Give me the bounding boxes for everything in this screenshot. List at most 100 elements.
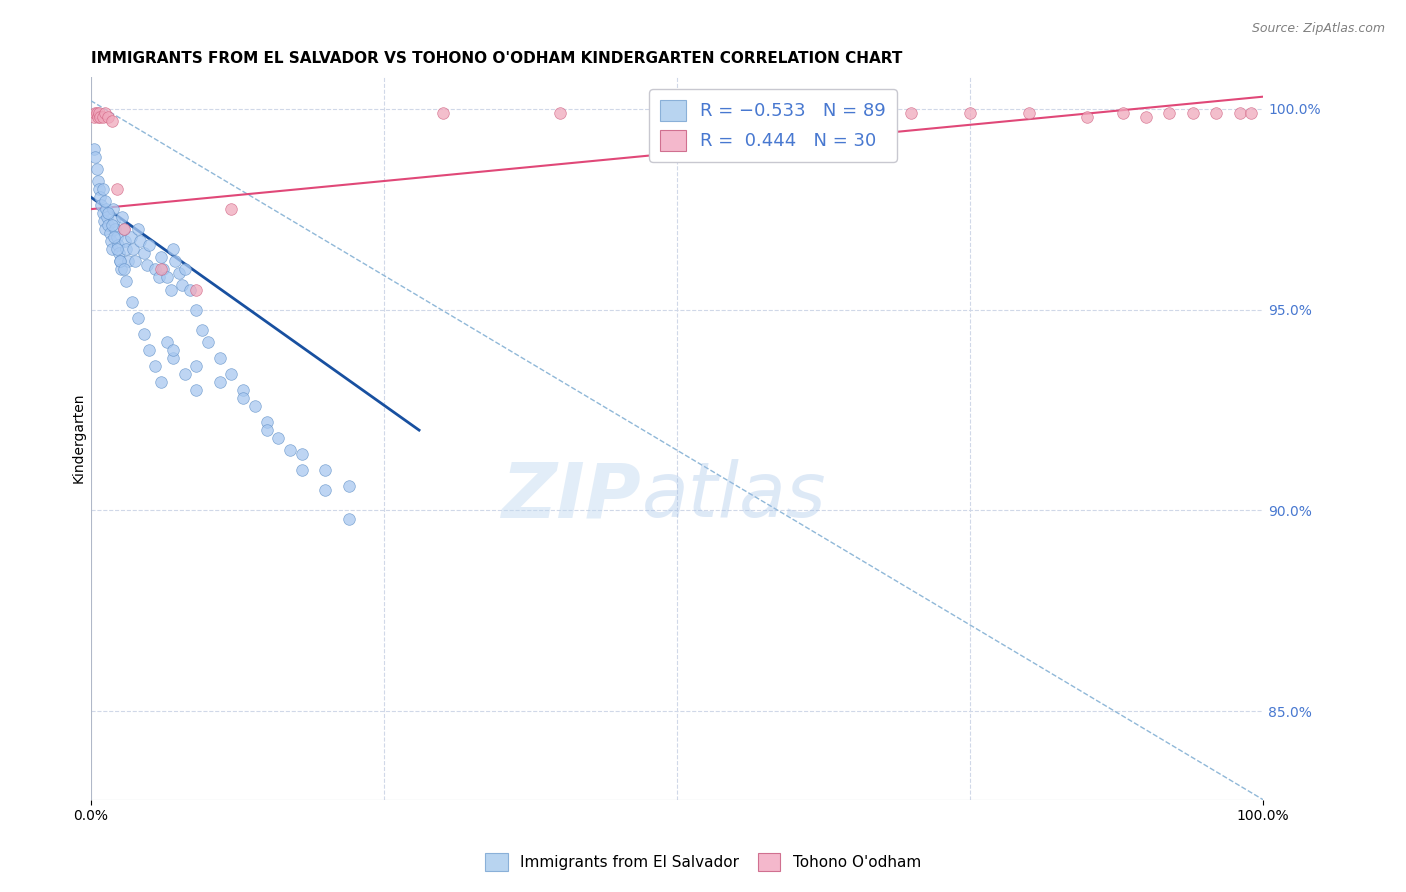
Point — [100, 235, 122, 249]
Point — [105, 243, 128, 257]
Point — [97, 218, 120, 232]
Point — [186, 359, 208, 373]
Point — [87, 174, 110, 188]
Point — [108, 246, 131, 260]
Point — [84, 105, 107, 120]
Point — [90, 198, 112, 212]
Point — [291, 447, 314, 461]
Point — [91, 182, 114, 196]
Point — [108, 254, 131, 268]
Point — [83, 110, 105, 124]
Point — [208, 375, 231, 389]
Point — [186, 283, 208, 297]
Point — [114, 235, 136, 249]
Point — [165, 254, 187, 268]
Point — [208, 351, 231, 365]
Point — [150, 251, 173, 265]
Point — [256, 423, 278, 437]
Point — [103, 214, 125, 228]
Point — [120, 230, 142, 244]
Point — [143, 359, 166, 373]
Point — [148, 270, 170, 285]
Point — [101, 243, 124, 257]
Point — [101, 218, 124, 232]
Point — [115, 243, 138, 257]
Point — [87, 182, 110, 196]
Text: Source: ZipAtlas.com: Source: ZipAtlas.com — [1251, 22, 1385, 36]
Point — [159, 283, 181, 297]
Point — [162, 343, 184, 357]
Point — [138, 238, 160, 252]
Point — [267, 431, 290, 445]
Point — [1135, 110, 1157, 124]
Point — [548, 105, 571, 120]
Point — [337, 479, 360, 493]
Point — [83, 142, 105, 156]
Point — [93, 214, 115, 228]
Point — [121, 294, 143, 309]
Point — [783, 105, 806, 120]
Point — [314, 463, 336, 477]
Point — [98, 227, 121, 241]
Text: IMMIGRANTS FROM EL SALVADOR VS TOHONO O'ODHAM KINDERGARTEN CORRELATION CHART: IMMIGRANTS FROM EL SALVADOR VS TOHONO O'… — [91, 51, 903, 66]
Point — [156, 270, 179, 285]
Point — [87, 110, 110, 124]
Point — [97, 110, 120, 124]
Point — [337, 511, 360, 525]
Point — [132, 246, 155, 260]
Point — [94, 194, 117, 208]
Point — [1076, 110, 1098, 124]
Point — [191, 323, 214, 337]
Y-axis label: Kindergarten: Kindergarten — [72, 392, 86, 483]
Point — [432, 105, 454, 120]
Point — [243, 399, 266, 413]
Point — [162, 351, 184, 365]
Point — [186, 302, 208, 317]
Point — [1018, 105, 1040, 120]
Point — [124, 254, 146, 268]
Point — [103, 230, 125, 244]
Legend: Immigrants from El Salvador, Tohono O'odham: Immigrants from El Salvador, Tohono O'od… — [479, 847, 927, 877]
Point — [156, 334, 179, 349]
Point — [122, 243, 145, 257]
Point — [94, 222, 117, 236]
Point — [132, 326, 155, 341]
Point — [91, 110, 114, 124]
Point — [105, 182, 128, 196]
Point — [173, 367, 195, 381]
Point — [117, 254, 139, 268]
Point — [96, 210, 118, 224]
Point — [86, 161, 108, 176]
Point — [110, 262, 132, 277]
Point — [91, 206, 114, 220]
Point — [87, 105, 110, 120]
Point — [1111, 105, 1133, 120]
Point — [94, 202, 117, 216]
Point — [143, 262, 166, 277]
Point — [1229, 105, 1251, 120]
Point — [89, 190, 111, 204]
Point — [86, 105, 108, 120]
Point — [256, 415, 278, 429]
Point — [186, 383, 208, 397]
Point — [232, 391, 254, 405]
Point — [162, 243, 184, 257]
Point — [152, 262, 174, 277]
Point — [173, 262, 195, 277]
Legend: R = −0.533   N = 89, R =  0.444   N = 30: R = −0.533 N = 89, R = 0.444 N = 30 — [650, 89, 897, 161]
Point — [94, 105, 117, 120]
Point — [138, 343, 160, 357]
Point — [108, 254, 131, 268]
Point — [89, 110, 111, 124]
Point — [900, 105, 922, 120]
Point — [959, 105, 981, 120]
Point — [167, 267, 190, 281]
Point — [291, 463, 314, 477]
Point — [221, 202, 243, 216]
Point — [127, 310, 149, 325]
Point — [115, 275, 138, 289]
Point — [1181, 105, 1204, 120]
Point — [232, 383, 254, 397]
Point — [150, 375, 173, 389]
Point — [136, 259, 159, 273]
